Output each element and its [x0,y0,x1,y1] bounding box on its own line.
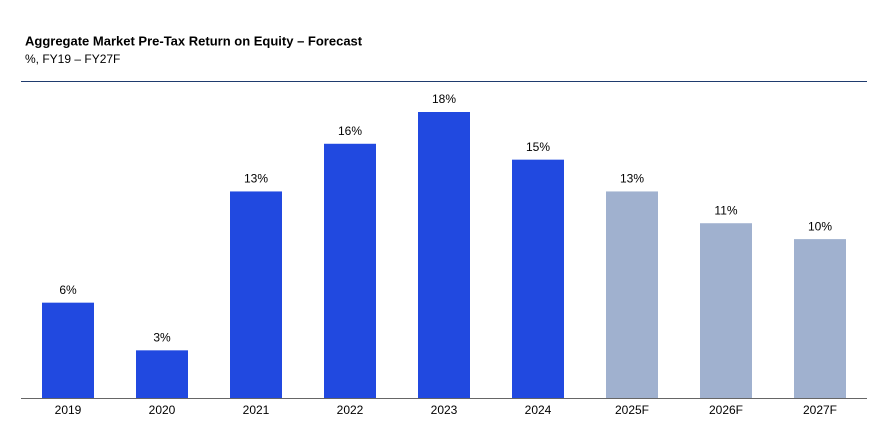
data-label: 15% [526,140,550,154]
chart-title: Aggregate Market Pre-Tax Return on Equit… [25,33,363,48]
data-label: 10% [808,219,832,233]
x-tick-label: 2025F [615,403,649,417]
bar [230,191,282,398]
bar [324,143,376,398]
data-label: 3% [153,331,171,345]
bar [512,159,564,398]
data-label: 13% [244,172,268,186]
bar [700,223,752,398]
x-tick-label: 2020 [149,403,176,417]
bar [418,112,470,398]
bar [606,191,658,398]
x-tick-label: 2024 [525,403,552,417]
x-tick-label: 2027F [803,403,837,417]
x-tick-label: 2023 [431,403,458,417]
data-label: 6% [59,283,77,297]
x-tick-label: 2022 [337,403,364,417]
data-label: 13% [620,172,644,186]
data-label: 11% [714,203,737,217]
chart-subtitle: %, FY19 – FY27F [25,52,120,66]
x-tick-label: 2021 [243,403,270,417]
x-tick-label: 2019 [55,403,82,417]
x-tick-label: 2026F [709,403,743,417]
data-label: 16% [338,124,362,138]
data-label: 18% [432,92,456,106]
bar [794,239,846,398]
bar [42,302,94,398]
bar [136,350,188,398]
